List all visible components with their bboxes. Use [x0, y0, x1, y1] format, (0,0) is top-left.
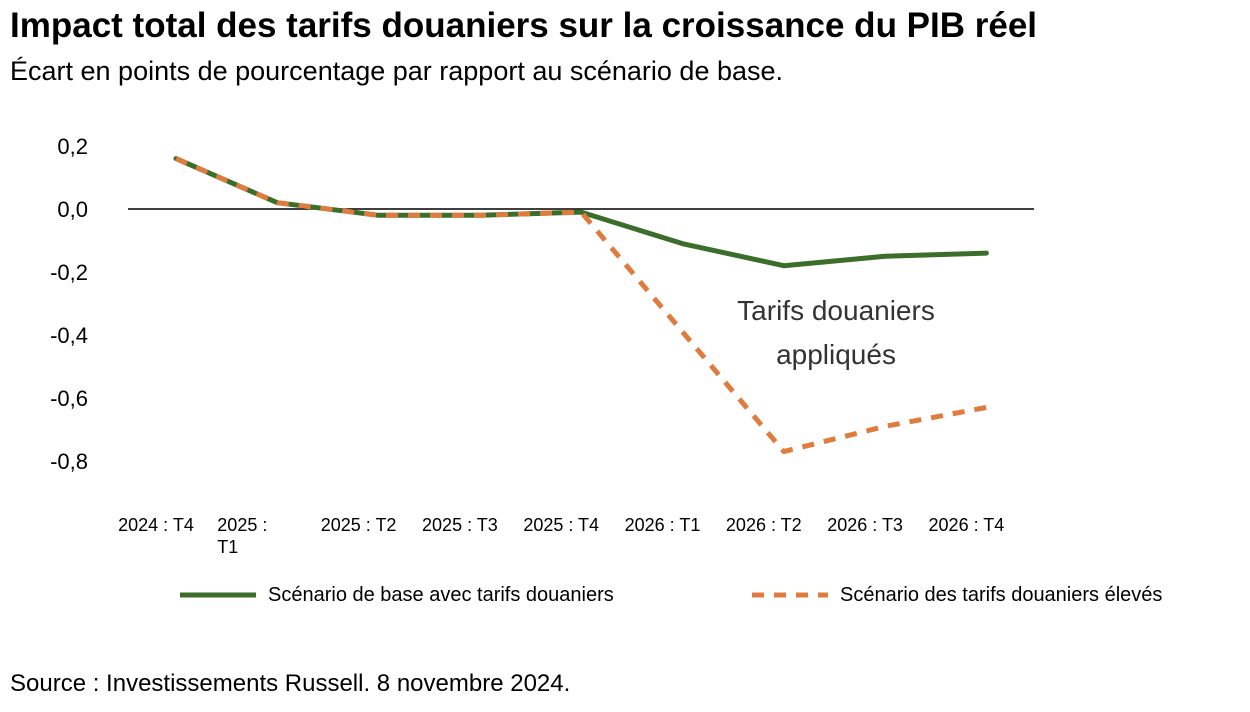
legend-label: Scénario des tarifs douaniers élevés [840, 584, 1162, 606]
series-line-high [175, 156, 987, 455]
y-tick-label: -0,6 [50, 386, 88, 411]
x-tick-label: 2026 : T2 [726, 515, 802, 535]
chart-subtitle: Écart en points de pourcentage par rappo… [10, 56, 784, 86]
x-tick-label: 2025 : T3 [422, 515, 498, 535]
x-tick-label: 2025 : T1 [217, 515, 267, 557]
y-tick-label: -0,8 [50, 449, 88, 474]
y-tick-label: -0,2 [50, 260, 88, 285]
series-line-base [173, 156, 989, 269]
y-tick-label: -0,4 [50, 323, 88, 348]
x-tick-label: 2024 : T4 [118, 515, 194, 535]
x-tick-label: 2025 : T2 [321, 515, 397, 535]
x-tick-label: 2026 : T3 [827, 515, 903, 535]
y-tick-label: 0,2 [57, 134, 88, 159]
source-note: Source : Investissements Russell. 8 nove… [10, 670, 571, 697]
x-tick-label: 2026 : T4 [929, 515, 1005, 535]
annotation-label: appliqués [776, 339, 896, 370]
x-tick-label: 2025 : T4 [523, 515, 599, 535]
annotation-label: Tarifs douaniers [737, 295, 935, 326]
legend-label: Scénario de base avec tarifs douaniers [268, 584, 614, 606]
y-tick-label: 0,0 [57, 197, 88, 222]
chart-title: Impact total des tarifs douaniers sur la… [10, 6, 1038, 45]
x-tick-label: 2026 : T1 [625, 515, 701, 535]
